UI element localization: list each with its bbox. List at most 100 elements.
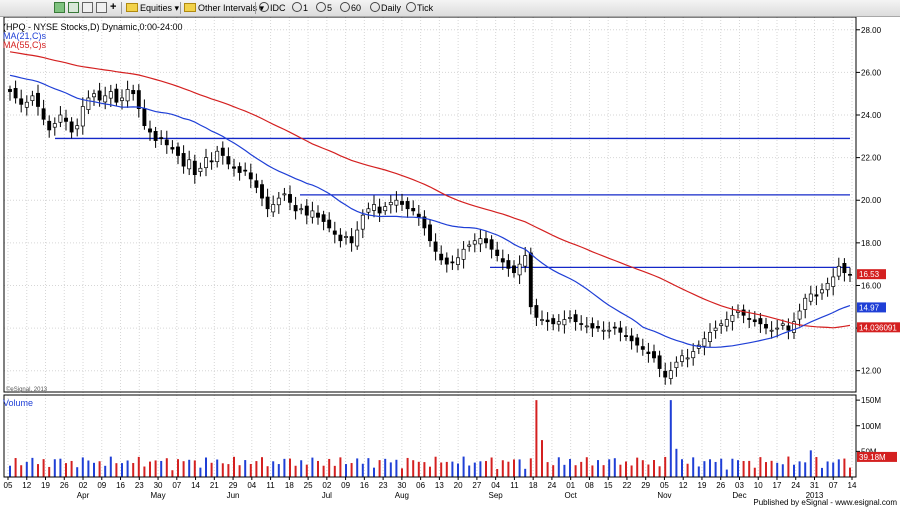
volume-bar [238,465,241,477]
candle-body [388,202,393,206]
candle-body [108,91,113,99]
toolbar-icon-2[interactable] [68,2,81,14]
interval-tick-label: Tick [417,3,434,13]
volume-bar [815,457,818,477]
date-tick-label: 25 [304,481,313,490]
candle-body [383,206,388,212]
volume-bar [753,467,756,477]
candle-body [607,329,612,332]
volume-bar [804,462,807,477]
candle-body [657,355,662,369]
volume-bar [563,464,566,477]
candle-body [512,265,516,274]
volume-bar [266,466,269,477]
toolbar-icon-4[interactable] [96,2,109,14]
date-tick-label: 09 [341,481,350,490]
candle-body [97,90,102,101]
volume-bar [602,465,605,477]
candle-body [428,224,432,242]
volume-bar [681,459,683,477]
volume-bar [143,466,146,477]
volume-bar [485,461,487,477]
volume-bar [669,400,672,477]
volume-bar [87,460,90,477]
month-label: Nov [657,491,671,500]
volume-bar [731,458,734,477]
volume-bar [832,462,835,477]
date-tick-label: 05 [660,481,669,490]
candle-body [674,361,679,369]
candle-body [299,208,304,211]
candle-body [848,273,852,276]
volume-bar [76,467,79,477]
candle-body [528,252,533,308]
candle-body [41,108,46,120]
candle-body [635,337,640,346]
folder-icon [126,3,138,12]
date-tick-label: 02 [322,481,331,490]
toolbar-icon-3[interactable] [82,2,95,14]
candle-body [192,160,197,176]
candle-body [573,314,578,323]
price-tag-box [857,269,886,280]
stock-chart[interactable]: 28.0026.0024.0022.0020.0018.0016.0014.00… [0,17,900,507]
volume-bar [42,459,45,477]
price-tick-label: 18.00 [861,239,882,248]
volume-bar [25,461,28,477]
candle-body [450,261,455,264]
interval-5[interactable]: 5 [316,2,332,14]
volume-bar [378,460,381,477]
volume-bar [636,457,639,477]
interval-daily[interactable]: Daily [370,2,401,14]
candle-body [540,319,544,321]
month-label: May [150,491,165,500]
volume-bar [345,464,347,477]
volume-bar [513,459,515,477]
volume-pane-border [3,394,857,478]
other-intervals-menu[interactable]: Other Intervals ▾ [184,2,264,14]
candle-body [444,257,449,265]
horizontal-lines[interactable] [55,137,850,269]
candle-body [803,297,808,310]
volume-bar [417,461,420,477]
date-tick-label: 12 [22,481,31,490]
volume-bar [356,458,359,477]
volume-bar [300,460,303,477]
interval-1[interactable]: 1 [292,2,308,14]
candle-body [52,123,57,128]
date-tick-label: 29 [641,481,650,490]
chart-frame [3,17,857,478]
volume-bar [53,459,56,477]
volume-bar [580,461,583,477]
add-icon[interactable]: + [110,1,117,13]
volume-bar [423,462,426,477]
equities-menu[interactable]: Equities ▾ [126,2,179,14]
volume-bar [59,458,62,477]
volume-bar [524,468,527,477]
volume-bar [686,463,689,477]
date-tick-label: 13 [435,481,444,490]
candle-body [691,351,696,359]
price-tag-box [857,322,900,333]
volume-tag-box [857,451,897,462]
candle-body [747,318,752,320]
volume-bar [434,456,437,477]
volume-bar [597,460,599,477]
candle-body [484,238,488,244]
date-tick-label: 19 [698,481,707,490]
candle-body [372,204,376,211]
date-tick-label: 29 [229,481,238,490]
toolbar-icon-1[interactable] [54,2,67,14]
interval-idc[interactable]: IDC [259,2,286,14]
interval-60-label: 60 [351,3,362,13]
candle-body [758,318,763,325]
candle-body [114,88,119,103]
interval-60[interactable]: 60 [340,2,361,14]
volume-bar [535,400,538,477]
candle-body [24,101,29,108]
candle-body [86,97,91,110]
volume-bar [653,460,655,477]
interval-tick[interactable]: Tick [406,2,433,14]
candle-body [92,93,96,98]
candle-body [433,241,438,252]
